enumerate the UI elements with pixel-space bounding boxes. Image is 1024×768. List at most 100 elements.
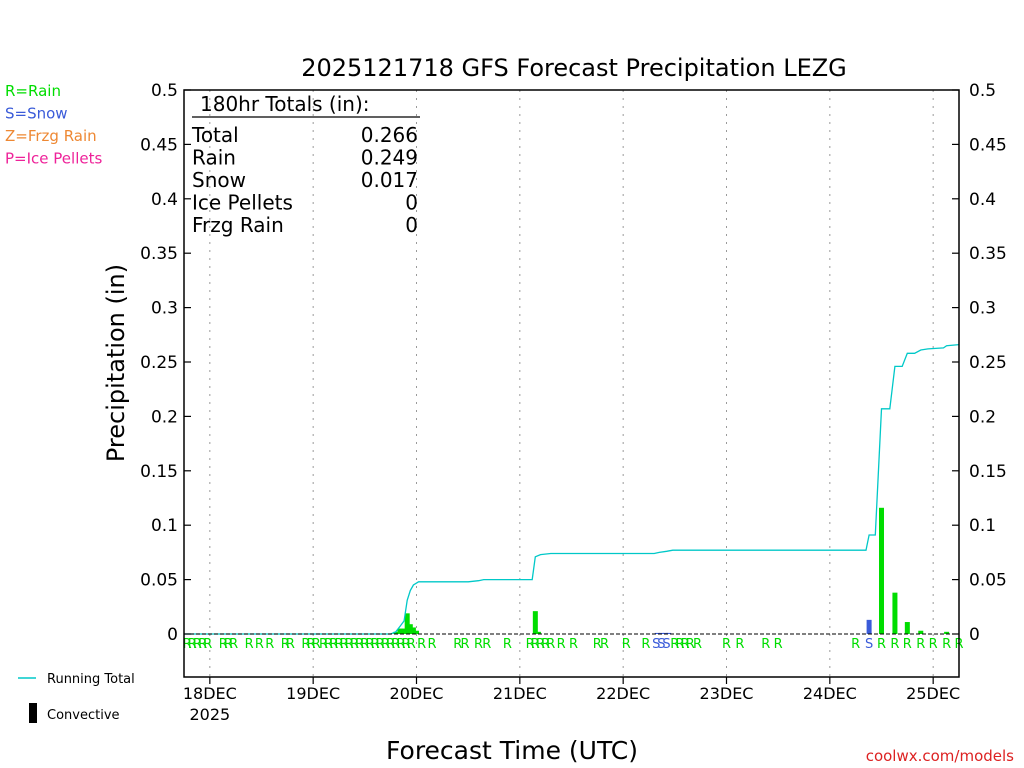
precip-type-marker: R <box>600 637 609 652</box>
precip-bar <box>404 613 410 634</box>
chart-title: 2025121718 GFS Forecast Precipitation LE… <box>301 54 847 82</box>
precip-type-marker: R <box>890 637 899 652</box>
precip-bar <box>654 632 660 634</box>
precip-type-marker: R <box>265 637 274 652</box>
precip-type-marker: R <box>329 637 338 652</box>
precip-type-marker: R <box>391 637 400 652</box>
x-tick-label: 24DEC <box>803 684 857 703</box>
precip-type-marker: R <box>203 637 212 652</box>
type-legend-item: P=Ice Pellets <box>5 150 102 168</box>
precip-type-marker: R <box>334 637 343 652</box>
precip-bar <box>532 611 538 634</box>
precip-type-marker: R <box>312 637 321 652</box>
precip-bar <box>658 632 664 634</box>
precip-bar <box>879 507 884 634</box>
precip-type-marker: R <box>526 637 535 652</box>
y-axis-right: 0 0.05 0.1 0.15 0.2 0.25 0.3 0.35 0.4 0.45 0.5 <box>952 81 1007 645</box>
y-tick-label: 0 <box>969 625 980 645</box>
x-tick-label: 23DEC <box>700 684 754 703</box>
precip-type-marker: R <box>546 637 555 652</box>
precip-type-marker: S <box>657 637 665 652</box>
precip-type-marker: R <box>877 637 886 652</box>
precip-type-marker: R <box>224 637 233 652</box>
x-tick-label: 20DEC <box>390 684 444 703</box>
y-tick-label: 0.15 <box>140 462 178 482</box>
precip-type-marker: R <box>360 637 369 652</box>
precip-type-marker: R <box>255 637 264 652</box>
y-tick-label: 0.3 <box>969 299 996 319</box>
x-axis: 18DEC 2025 19DEC 20DEC 21DEC 22DEC 23DEC 24DEC 2… <box>183 677 960 724</box>
precip-type-marker: R <box>681 637 690 652</box>
precip-type-marker: R <box>365 637 374 652</box>
running-total-line <box>184 343 960 635</box>
precip-type-marker: R <box>693 637 702 652</box>
precip-type-marker: S <box>652 637 660 652</box>
y-tick-label: 0.25 <box>140 353 178 373</box>
precip-bar <box>397 628 403 634</box>
precip-type-marker: R <box>536 637 545 652</box>
precip-type-marker: R <box>381 637 390 652</box>
precip-type-marker: R <box>350 637 359 652</box>
credit-text: coolwx.com/models <box>866 747 1014 765</box>
y-tick-label: 0.5 <box>151 81 178 101</box>
precip-bar <box>535 631 541 634</box>
precip-type-marker: R <box>851 637 860 652</box>
precip-type-marker: R <box>371 637 380 652</box>
type-legend-item: Z=Frzg Rain <box>5 127 97 145</box>
totals-row-label: Rain <box>192 146 236 170</box>
precip-type-marker: R <box>307 637 316 652</box>
y-tick-label: 0.25 <box>969 353 1007 373</box>
precip-bar <box>918 630 924 634</box>
totals-row-value: 0.249 <box>361 146 418 170</box>
precip-type-marker: R <box>557 637 566 652</box>
precip-type-marker: R <box>281 637 290 652</box>
y-tick-label: 0.15 <box>969 462 1007 482</box>
precip-type-marker: R <box>593 637 602 652</box>
precip-type-marker: R <box>916 637 925 652</box>
precip-type-marker: R <box>569 637 578 652</box>
totals-row-label: Total <box>191 123 239 147</box>
y-tick-label: 0.4 <box>969 190 996 210</box>
precip-type-marker: R <box>641 637 650 652</box>
y-tick-label: 0.45 <box>969 135 1007 155</box>
type-legend-item: R=Rain <box>5 82 61 100</box>
precip-type-marker: R <box>396 637 405 652</box>
precip-type-marker: R <box>453 637 462 652</box>
precip-type-marker: R <box>355 637 364 652</box>
y-tick-label: 0.4 <box>151 190 178 210</box>
precip-type-marker: R <box>188 637 197 652</box>
totals-row-value: 0 <box>405 213 418 237</box>
precip-type-marker: R <box>407 637 416 652</box>
totals-row-label: Ice Pellets <box>192 191 293 215</box>
series-legend-label: Convective <box>47 708 120 723</box>
precip-type-marker: R <box>386 637 395 652</box>
precip-type-marker: R <box>219 637 228 652</box>
totals-box: 180hr Totals (in): Total 0.266 Rain 0.249 Sn… <box>191 92 420 237</box>
precip-type-marker: R <box>324 637 333 652</box>
y-tick-label: 0.1 <box>969 516 996 536</box>
precip-type-marker: R <box>474 637 483 652</box>
bars-group <box>393 507 950 634</box>
totals-row-value: 0.266 <box>361 123 418 147</box>
precip-type-marker: R <box>531 637 540 652</box>
precip-bar <box>401 628 407 634</box>
series-legend: Running Total Convective <box>18 672 135 723</box>
precip-type-marker: R <box>903 637 912 652</box>
y-axis-left: 0 0.05 0.1 0.15 0.2 0.25 0.3 0.35 0.4 0.45 0.5 <box>140 81 191 645</box>
series-legend-label: Running Total <box>47 672 135 687</box>
totals-row-label: Snow <box>192 168 246 192</box>
precip-type-marker: R <box>417 637 426 652</box>
precip-type-marker: S <box>662 637 670 652</box>
x-tick-label: 25DEC <box>906 684 960 703</box>
y-tick-label: 0.05 <box>140 571 178 591</box>
y-tick-label: 0.05 <box>969 571 1007 591</box>
y-tick-label: 0.3 <box>151 299 178 319</box>
precip-bar <box>666 632 672 634</box>
precip-type-marker: R <box>942 637 951 652</box>
precip-type-marker: R <box>761 637 770 652</box>
totals-header: 180hr Totals (in): <box>200 92 370 116</box>
totals-row-value: 0.017 <box>361 168 418 192</box>
type-legend: R=Rain S=Snow Z=Frzg Rain P=Ice Pellets <box>5 82 102 168</box>
y-tick-label: 0.1 <box>151 516 178 536</box>
